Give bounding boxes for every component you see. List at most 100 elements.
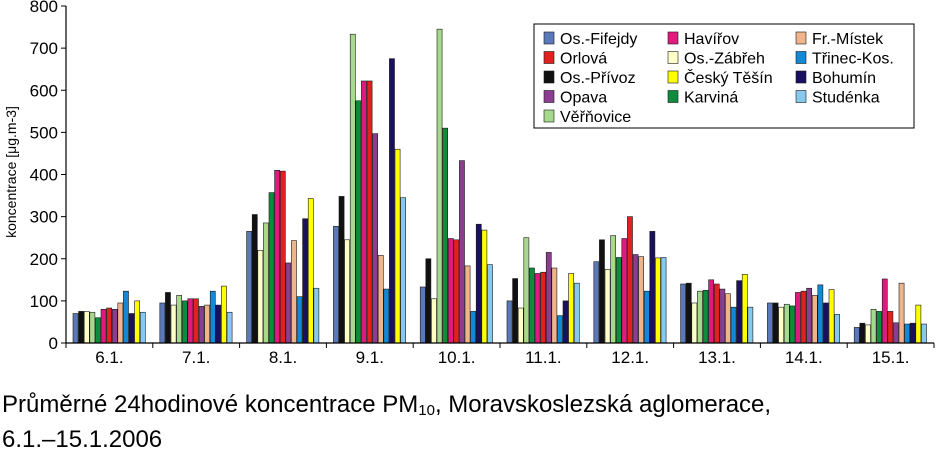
legend-label: Orlová — [560, 51, 607, 68]
bar — [627, 216, 633, 344]
y-tick-label: 600 — [30, 81, 58, 100]
bar — [349, 33, 356, 344]
bar — [725, 293, 731, 344]
bar — [795, 292, 801, 344]
bar — [215, 304, 222, 344]
bar — [176, 295, 183, 344]
bar — [123, 290, 129, 344]
legend-label: Opava — [560, 90, 607, 107]
y-tick-label: 700 — [30, 39, 58, 58]
bar — [159, 302, 166, 344]
bar — [834, 314, 840, 344]
legend-swatch — [667, 90, 679, 103]
bar — [307, 198, 314, 344]
bar — [181, 300, 188, 344]
caption-line1-post: , Moravskoslezská aglomerace, — [434, 391, 772, 418]
bar — [394, 148, 401, 344]
caption-line1-pre: Průměrné 24hodinové koncentrace PM — [2, 391, 419, 418]
bar — [741, 274, 748, 344]
bar — [221, 285, 227, 344]
bar — [599, 239, 605, 344]
bar — [685, 282, 692, 344]
bar — [453, 239, 460, 344]
bar — [828, 289, 835, 344]
bar — [881, 278, 888, 344]
bar — [649, 231, 656, 344]
x-tick-label: 12.1. — [611, 348, 649, 367]
legend-swatch — [543, 90, 555, 103]
caption-subscript: 10 — [418, 402, 435, 419]
bar — [529, 267, 535, 344]
y-tick-label: 100 — [30, 292, 58, 311]
figure-caption: Průměrné 24hodinové koncentrace PM10, Mo… — [2, 390, 942, 454]
bar — [338, 196, 345, 344]
bar — [604, 268, 611, 344]
bar — [333, 226, 339, 344]
bar — [383, 288, 390, 344]
bar — [562, 300, 569, 344]
bar — [772, 302, 779, 344]
bar — [372, 133, 379, 344]
bar — [909, 322, 916, 344]
bar — [865, 324, 871, 344]
bar — [506, 300, 513, 344]
x-tick-label: 15.1. — [872, 348, 910, 367]
bar — [736, 280, 742, 344]
bar — [893, 322, 899, 344]
bar — [285, 262, 292, 344]
bar — [487, 264, 493, 344]
legend-swatch — [795, 31, 807, 45]
bar — [389, 58, 395, 344]
x-tick-label: 9.1. — [356, 348, 384, 367]
legend-swatch — [543, 109, 555, 123]
bar — [643, 290, 650, 344]
bar — [904, 323, 910, 344]
bar — [459, 160, 465, 344]
bar — [551, 267, 558, 344]
bar — [134, 300, 141, 344]
bar — [83, 311, 90, 344]
chart-area: koncentrace [μg.m-3] 0 100 200 300 400 500 600… — [3, 0, 935, 367]
bar — [128, 313, 135, 344]
bar — [111, 308, 118, 344]
legend-label: Český Těšín — [684, 68, 773, 87]
bar — [246, 231, 253, 344]
bar — [355, 100, 362, 344]
x-tick-label: 14.1. — [785, 348, 823, 367]
bar — [660, 257, 667, 344]
bar — [783, 303, 790, 344]
bar — [730, 306, 737, 344]
bar — [204, 304, 211, 344]
bar — [593, 261, 600, 344]
bar — [198, 306, 205, 344]
legend-swatch — [667, 70, 679, 84]
legend-label: Třinec-Kos. — [812, 51, 894, 68]
bar — [481, 229, 488, 344]
y-tick-label: 300 — [30, 208, 58, 227]
bar — [632, 254, 639, 344]
bar — [302, 218, 309, 344]
bar — [117, 302, 124, 344]
legend-label: Os.-Zábřeh — [684, 51, 765, 68]
legend-swatch — [543, 70, 555, 84]
bar — [447, 238, 454, 344]
bar — [573, 282, 580, 344]
bar — [638, 256, 644, 344]
legend-label: Studénka — [812, 90, 880, 107]
bar — [817, 284, 824, 344]
bar — [139, 311, 146, 344]
bar — [534, 273, 541, 344]
bar — [296, 296, 303, 344]
bar — [436, 28, 443, 344]
legend-label: Fr.-Místek — [812, 31, 884, 48]
bar — [431, 298, 437, 344]
bar — [702, 290, 709, 344]
legend-swatch — [543, 51, 555, 64]
x-tick-label: 13.1. — [698, 348, 736, 367]
y-tick-label: 800 — [30, 0, 58, 16]
y-tick-label: 400 — [30, 166, 58, 185]
bar — [789, 305, 796, 344]
bar — [279, 170, 286, 344]
bar — [209, 290, 216, 344]
x-tick-label: 7.1. — [182, 348, 210, 367]
